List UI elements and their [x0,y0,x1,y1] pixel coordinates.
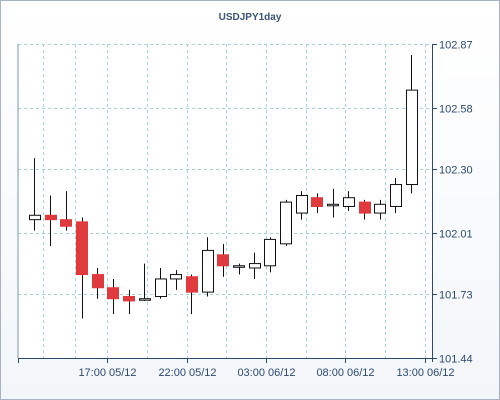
candle-body-bullish [202,249,214,293]
candle-body-bearish [92,274,104,289]
chart-title: USDJPY1day [218,12,282,23]
candle-body-bullish [280,201,292,245]
y-tick-label: 102.30 [439,165,473,177]
candle-body-bullish [374,203,386,214]
candle-body-bullish [249,263,261,269]
y-tick-label: 102.58 [439,104,473,116]
candle-body-bullish [406,89,418,186]
x-tick-label: 03:00 06/12 [237,367,295,379]
candle-body-bearish [123,296,135,302]
y-tick-label: 102.87 [439,40,473,52]
candle-body-bearish [311,197,323,207]
y-tick-label: 101.44 [439,354,473,366]
candle-body-bullish [390,184,402,207]
y-tick-label: 102.01 [439,229,473,241]
candle-body-bullish [155,278,167,298]
candle-body-bearish [76,221,88,276]
candle-body-bullish [327,203,339,207]
x-tick-label: 13:00 06/12 [396,367,454,379]
plot-area [18,44,432,358]
x-tick-label: 17:00 05/12 [78,367,136,379]
candle-body-bullish [29,214,41,221]
candle-body-bullish [139,298,151,301]
y-tick-label: 101.73 [439,290,473,302]
candle-body-bearish [186,276,198,293]
candle-body-bearish [60,219,72,227]
candle-body-bearish [217,254,229,267]
candle-body-bearish [107,287,119,300]
candle-body-bullish [343,197,355,207]
candle-body-bullish [264,238,276,267]
x-tick-label: 08:00 06/12 [316,367,374,379]
candle-body-bullish [296,195,308,214]
x-tick-label: 22:00 05/12 [158,367,216,379]
candle-body-bullish [170,274,182,280]
candle-body-bearish [45,214,57,221]
candle-body-bearish [359,201,371,214]
candle-body-bullish [233,265,245,268]
